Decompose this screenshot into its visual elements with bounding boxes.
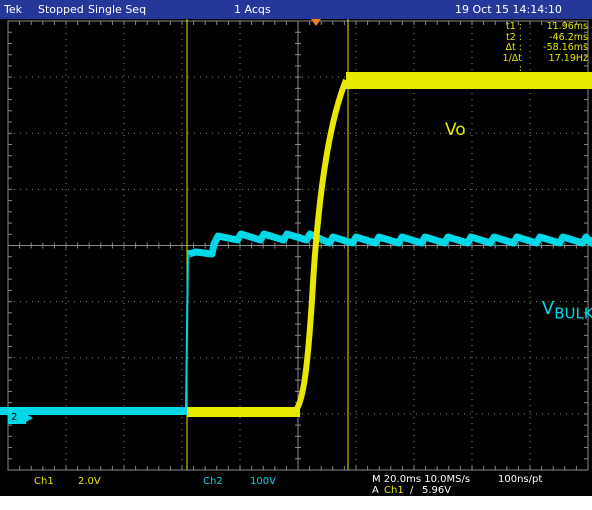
ch1-rise xyxy=(293,78,349,412)
cursor-readout-value: -46.2ms xyxy=(549,31,588,43)
vbulk-label-sub: BULK xyxy=(554,304,592,323)
ch1-waveform-vo xyxy=(187,72,592,417)
ch1-baseline xyxy=(187,407,300,417)
ch2-marker-arrow xyxy=(26,414,33,422)
trigger-prefix: A xyxy=(372,485,379,496)
oscilloscope-screen: Tek Stopped Single Seq 1 Acqs 19 Oct 15 … xyxy=(0,0,592,496)
vbulk-label-main: V xyxy=(541,298,555,319)
ch2-waveform-vbulk xyxy=(0,230,592,415)
ch2-baseline xyxy=(0,407,187,415)
ch2-scale: 100V xyxy=(250,476,276,487)
timebase: M 20.0ms 10.0MS/s xyxy=(372,474,471,485)
ch2-ground-marker xyxy=(8,412,33,424)
cursor-readout: t1 :11.96ms t2 : -46.2ms Δt : -58.16ms 1/Δt :… xyxy=(498,21,590,74)
cursor-readout-value: 17.19Hz xyxy=(548,52,588,64)
cursor-readout-label: Δt : xyxy=(505,42,522,53)
cursor-readout-value: 11.96ms xyxy=(546,21,588,32)
vo-label: Vo xyxy=(445,120,466,140)
brand-label: Tek xyxy=(4,3,22,16)
cursor-readout-label: t1 : xyxy=(506,21,522,32)
bottom-status-bar: Ch1 2.0V Ch2 100V M 20.0ms 10.0MS/s 100n… xyxy=(0,472,592,496)
run-state: Stopped xyxy=(38,3,84,16)
trigger-level: 5.96V xyxy=(422,485,452,496)
datetime: 19 Oct 15 14:14:10 xyxy=(455,3,562,16)
ch1-settled-level xyxy=(346,72,592,89)
cursor-readout-row: 1/Δt : 17.19Hz xyxy=(498,52,590,74)
cursor-readout-value: -58.16ms xyxy=(543,42,588,53)
cursor-readout-row: t2 : -46.2ms xyxy=(498,31,590,44)
vbulk-label: VBULK xyxy=(519,277,592,344)
cursor-readout-row: Δt : -58.16ms xyxy=(498,42,590,54)
ch2-ground-marker-label: 2 xyxy=(11,412,18,423)
ch2-label: Ch2 xyxy=(203,476,223,487)
cursor-readout-label: 1/Δt : xyxy=(502,52,522,74)
record-length: 100ns/pt xyxy=(498,474,543,485)
status-bar: Tek Stopped Single Seq 1 Acqs 19 Oct 15 … xyxy=(0,0,592,19)
waveform-display xyxy=(0,19,592,471)
trigger-position-marker xyxy=(311,19,321,26)
trigger-slope-icon: ∕ xyxy=(410,485,414,496)
acquisition-count: 1 Acqs xyxy=(234,3,271,16)
cursor-readout-row: t1 : 11.96ms xyxy=(498,21,590,33)
ch2-ripple-trace xyxy=(188,230,592,258)
trigger-source: Ch1 xyxy=(384,485,404,496)
graticule-frame xyxy=(7,20,589,471)
cursor-readout-label: t2 : xyxy=(506,31,522,43)
ch1-scale: 2.0V xyxy=(78,476,101,487)
ch2-marker-box xyxy=(8,412,26,424)
ch2-step-edge xyxy=(185,249,189,412)
ch1-label: Ch1 xyxy=(34,476,54,487)
acquisition-mode: Single Seq xyxy=(88,3,147,16)
